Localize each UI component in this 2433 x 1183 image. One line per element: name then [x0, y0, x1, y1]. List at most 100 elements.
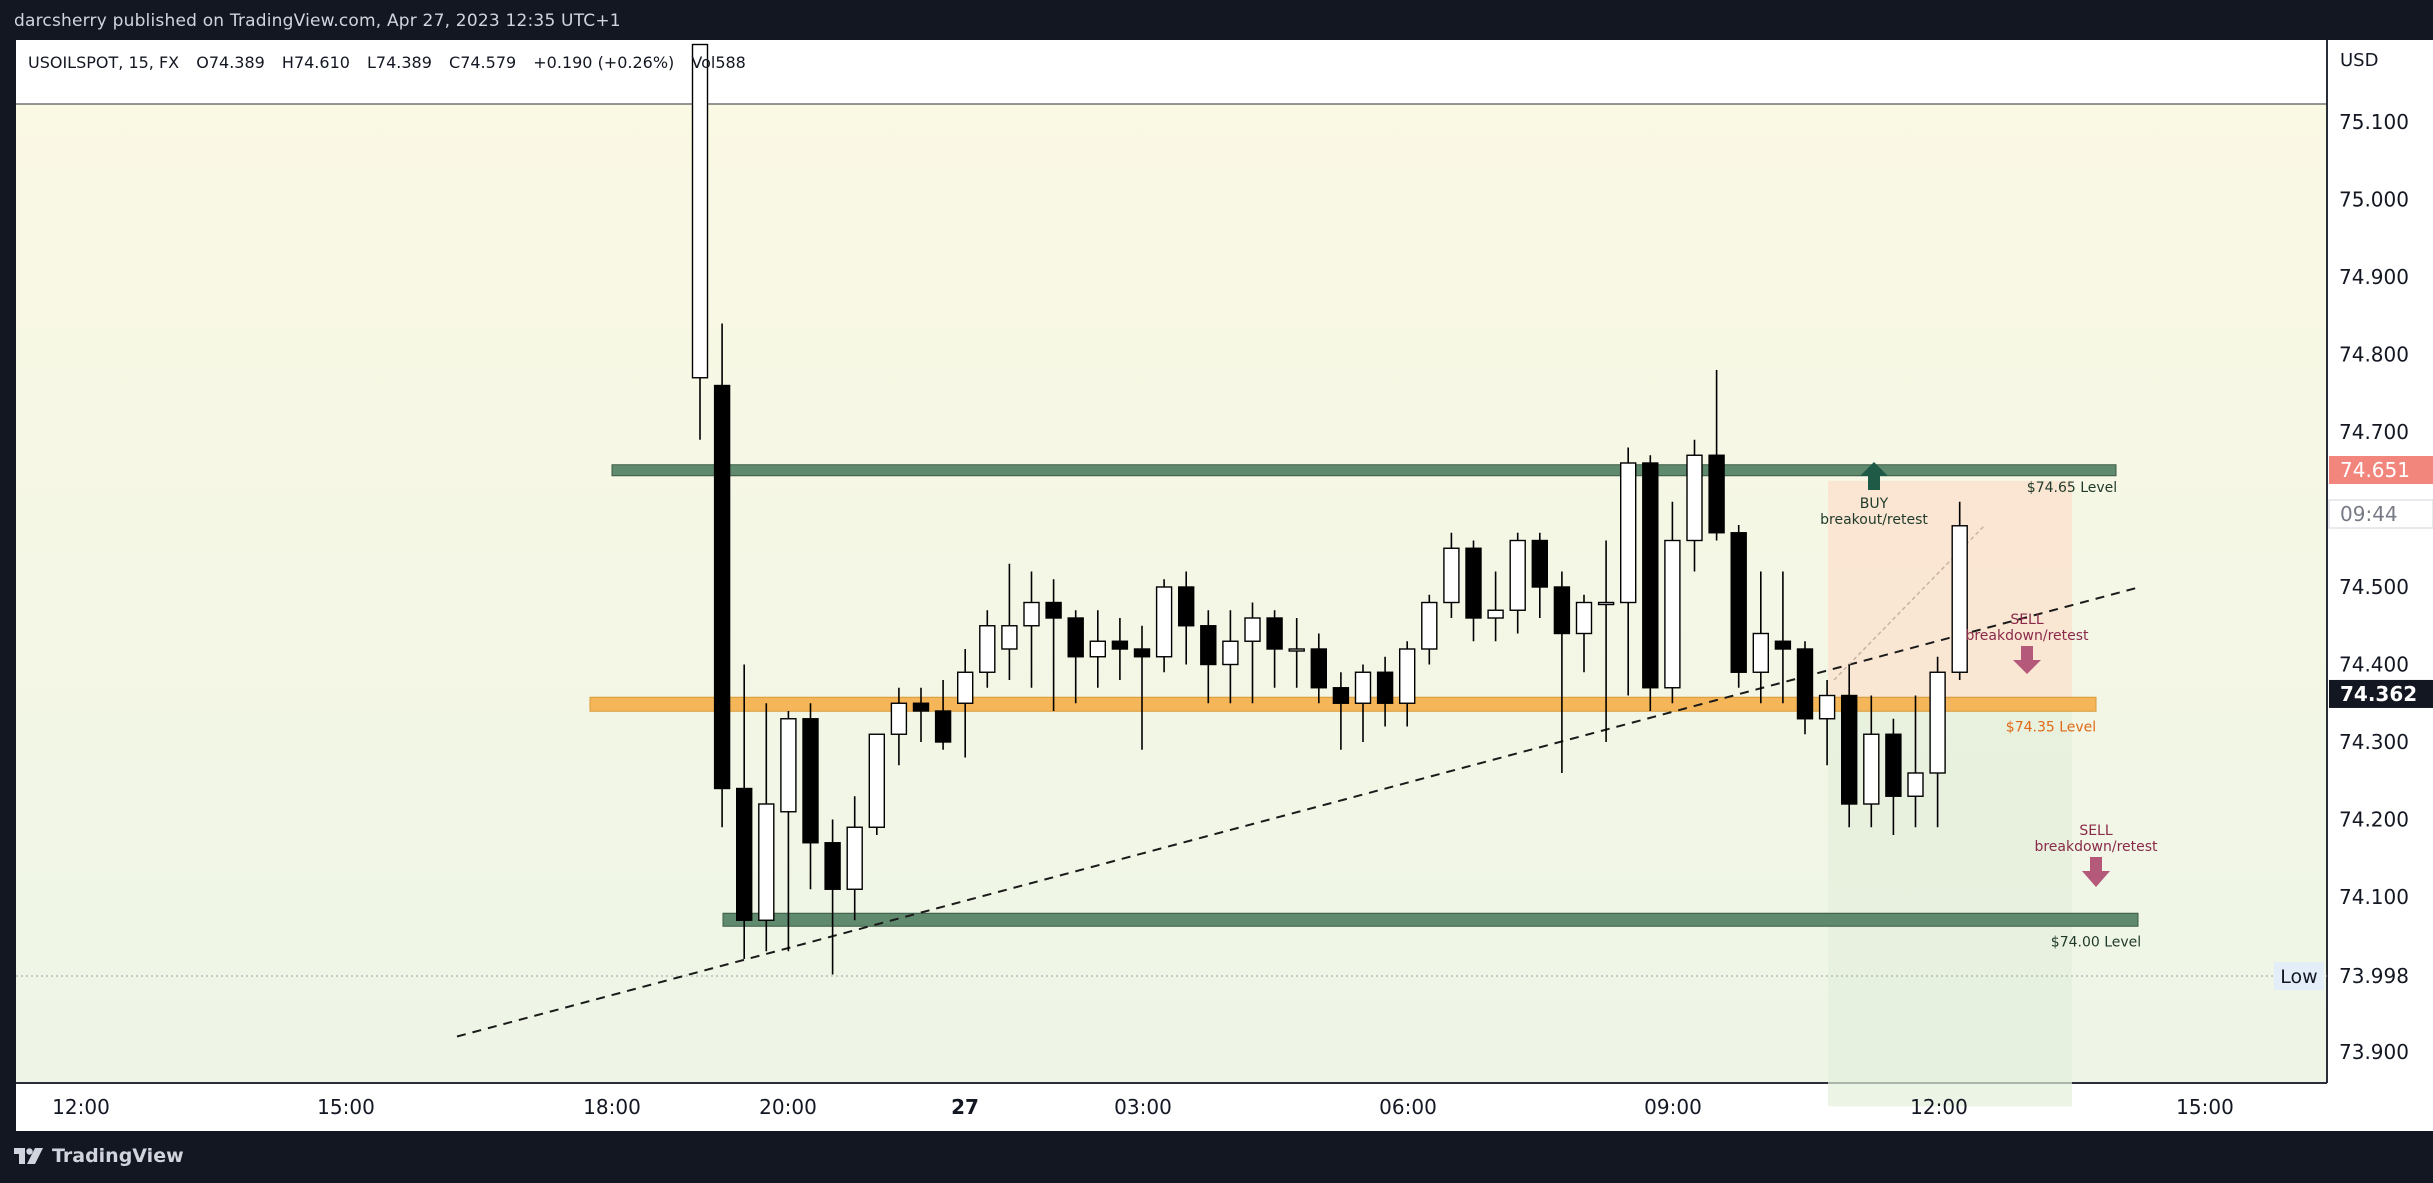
candle — [713, 323, 731, 828]
candle-body-down — [1332, 687, 1350, 704]
candle-body-down — [1774, 640, 1792, 650]
tradingview-brand[interactable]: TradingView — [14, 1145, 184, 1167]
legend-low: L74.389 — [367, 53, 432, 72]
sell-label-1: SELL — [2010, 612, 2044, 628]
candle — [1177, 571, 1195, 665]
countdown-badge-text: 09:44 — [2340, 502, 2398, 526]
candle-body-down — [1553, 586, 1571, 635]
legend-strip — [16, 40, 2327, 104]
candle-body-down — [1465, 547, 1482, 619]
candle-body-up — [868, 733, 885, 828]
legend-volume: Vol588 — [691, 53, 745, 72]
time-tick-label: 03:00 — [1114, 1095, 1172, 1119]
candle — [1398, 641, 1416, 727]
candle — [1244, 602, 1261, 704]
candle-body-down — [1133, 648, 1151, 658]
sell-sublabel-2: breakdown/retest — [2034, 839, 2158, 855]
candle — [1863, 695, 1880, 828]
candle-body-up — [1752, 632, 1770, 673]
candle — [1907, 695, 1924, 828]
price-axis[interactable] — [2327, 40, 2433, 1083]
candle-body-up — [1929, 671, 1946, 774]
tradingview-logo-icon — [14, 1148, 43, 1164]
candle — [1686, 439, 1703, 572]
candle-body-down — [713, 384, 731, 790]
currency-label: USD — [2340, 50, 2378, 71]
price-tick-label: 74.400 — [2339, 653, 2409, 677]
publisher-bar: darcsherry published on TradingView.com,… — [0, 0, 2433, 40]
candle — [802, 703, 819, 890]
candle-body-down — [1642, 462, 1659, 689]
legend-high: H74.610 — [282, 53, 350, 72]
candle — [1840, 664, 1858, 828]
price-tick-label: 74.500 — [2339, 575, 2409, 599]
candle — [1465, 540, 1482, 642]
candle — [1774, 571, 1792, 704]
candle — [1487, 571, 1504, 642]
candle-body-up — [780, 718, 797, 813]
price-tick-label: 74.100 — [2339, 885, 2409, 909]
publisher-text: darcsherry published on TradingView.com,… — [14, 11, 621, 31]
candle-body-down — [1376, 671, 1394, 704]
candle-body-down — [802, 718, 819, 844]
candle-body-down — [1266, 617, 1283, 650]
candle — [1155, 579, 1173, 673]
high-price-badge — [2329, 455, 2433, 484]
candle-body-down — [1200, 625, 1217, 666]
candle-body-up — [1443, 547, 1460, 604]
candle-body-down — [934, 710, 952, 743]
candle-body-up — [1664, 539, 1681, 689]
candle — [1266, 610, 1283, 688]
candle — [1575, 594, 1593, 673]
projection-line — [1833, 524, 1986, 681]
candle — [1421, 594, 1438, 665]
candle-body-down — [1796, 648, 1814, 720]
support-zone[interactable] — [722, 912, 2139, 927]
candle — [691, 43, 709, 440]
candle-body-down — [1177, 586, 1195, 627]
candle-body-up — [957, 671, 974, 704]
trendline-layer — [16, 524, 2327, 1038]
candle — [1818, 680, 1836, 766]
candle-body-up — [846, 826, 863, 890]
candle — [1310, 633, 1328, 704]
time-tick-label: 18:00 — [583, 1095, 641, 1119]
candle — [758, 703, 775, 952]
symbol-legend: USOILSPOT, 15, FX O74.389 H74.610 L74.38… — [28, 53, 746, 72]
candle-body-down — [1885, 733, 1902, 797]
candle — [1089, 610, 1107, 688]
candle — [780, 711, 797, 952]
axis-corner — [2327, 1083, 2433, 1131]
price-tick-label: 73.900 — [2339, 1040, 2409, 1064]
candle — [1509, 532, 1526, 634]
time-tick-label: 20:00 — [759, 1095, 817, 1119]
candle-body-up — [979, 625, 996, 673]
last-price-badge[interactable] — [2329, 679, 2433, 708]
price-tick-label: 74.900 — [2339, 265, 2409, 289]
candle — [1619, 447, 1637, 696]
level-label-74-35: $74.35 Level — [2006, 719, 2096, 735]
candle — [1664, 501, 1681, 704]
resistance-zone[interactable] — [611, 464, 2117, 477]
candle — [1885, 718, 1902, 835]
legend-open: O74.389 — [196, 53, 265, 72]
legend-symbol: USOILSPOT, 15, FX — [28, 53, 179, 72]
candle-body-down — [1840, 694, 1858, 805]
candle-body-up — [1155, 586, 1173, 658]
candle-body-down — [1045, 601, 1062, 619]
candle-body-down — [1067, 617, 1084, 658]
candle — [890, 687, 908, 766]
price-tick-label: 74.700 — [2339, 420, 2409, 444]
high-price-badge-text: 74.651 — [2340, 458, 2410, 482]
candle — [1708, 370, 1725, 541]
candle-body-down — [1310, 648, 1328, 689]
candle — [1752, 571, 1770, 704]
time-tick-label: 15:00 — [2176, 1095, 2234, 1119]
rising-trendline[interactable] — [456, 586, 2141, 1038]
sell-arrow-icon-2 — [2082, 857, 2110, 887]
time-tick-label: 06:00 — [1379, 1095, 1437, 1119]
candle — [1111, 618, 1129, 680]
x-axis-ticks: 12:00 15:00 18:00 20:00 27 03:00 06:00 09:00 12:… — [52, 1095, 2234, 1119]
candle-body-down — [912, 702, 930, 712]
